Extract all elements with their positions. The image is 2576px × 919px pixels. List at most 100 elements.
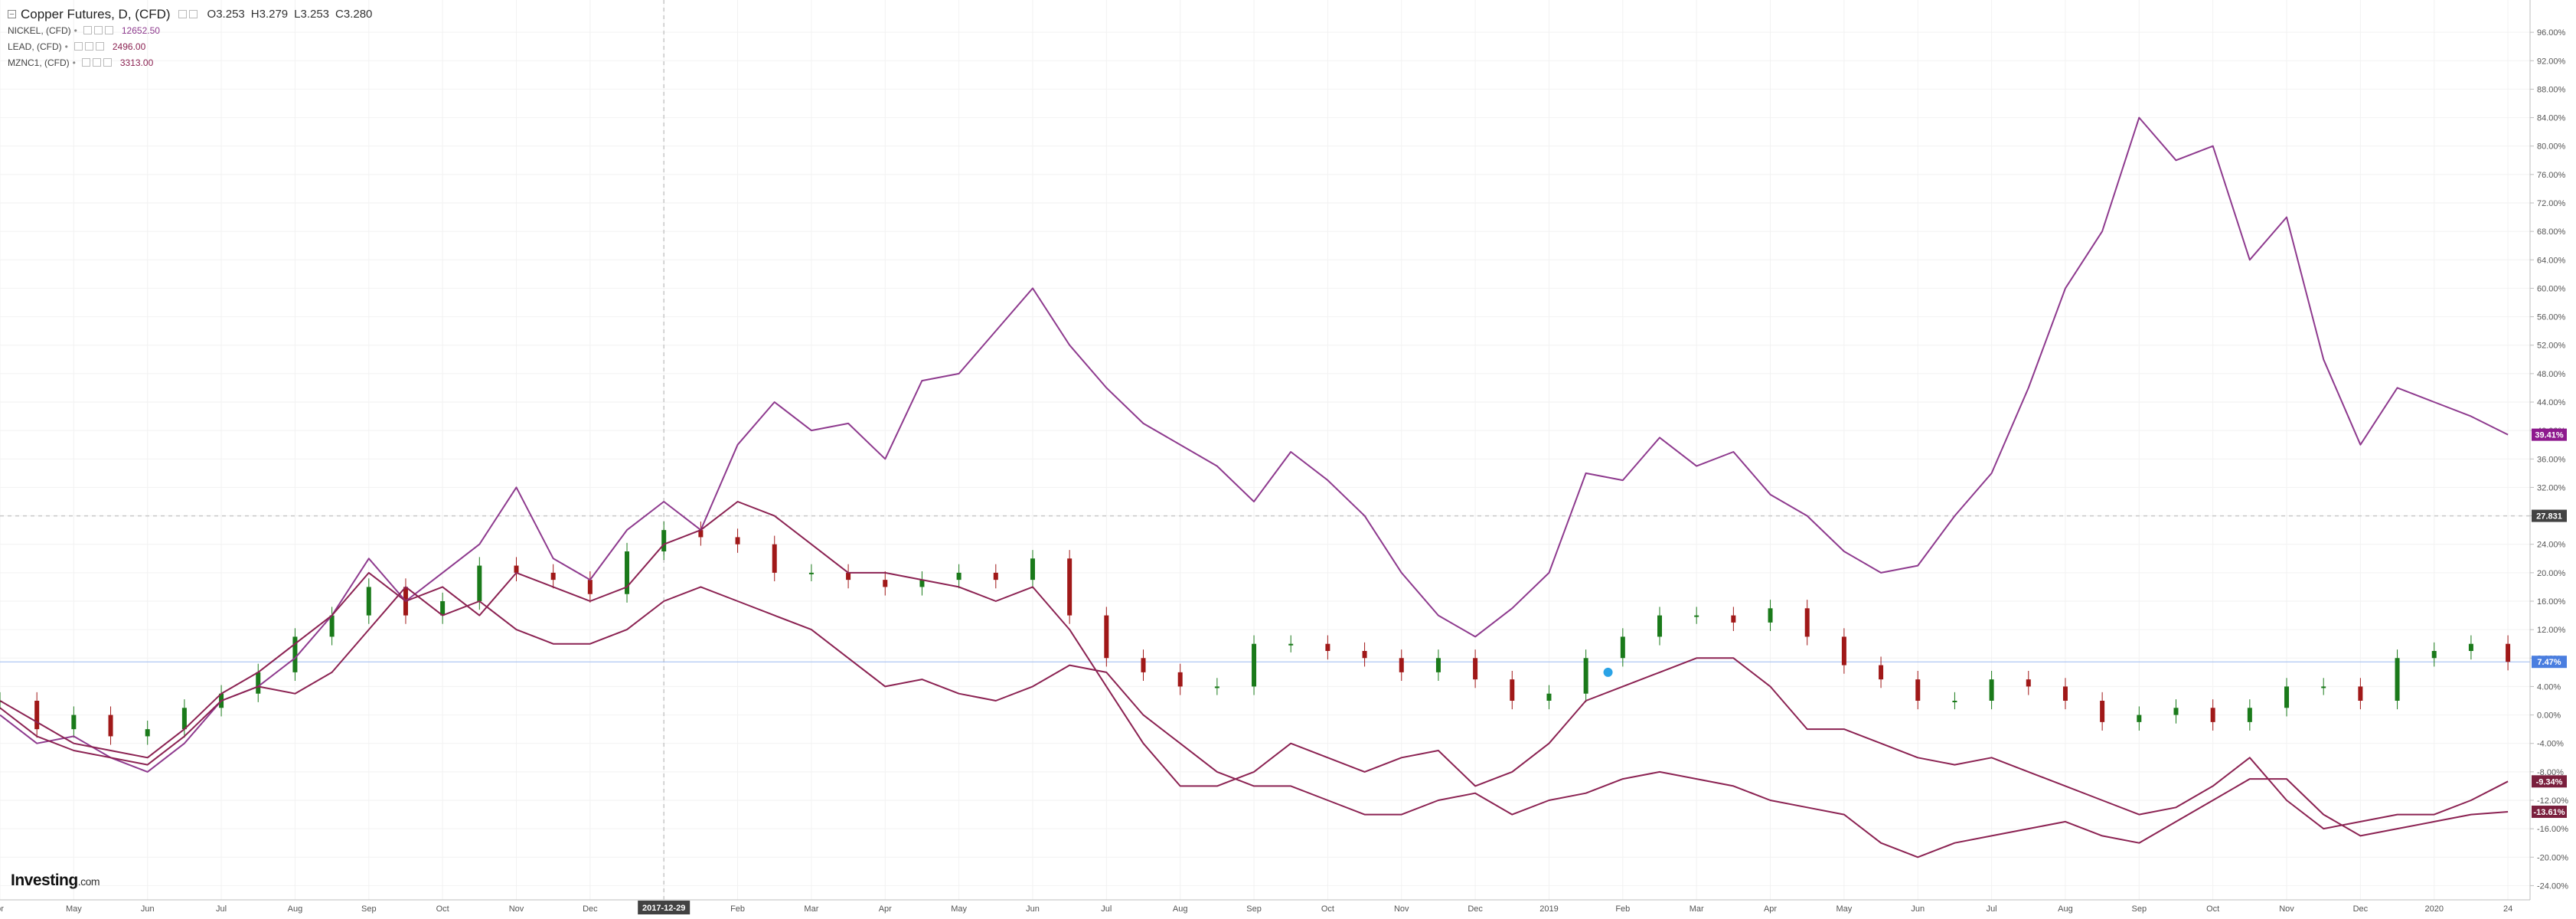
candle-body — [1952, 701, 1957, 702]
candle-body — [1177, 672, 1183, 687]
x-tick-label: Dec — [583, 904, 598, 914]
x-tick-label: Apr — [1764, 904, 1777, 914]
copper-candles — [0, 522, 2511, 745]
candle-body — [550, 572, 556, 581]
comparison-value: 12652.50 — [121, 25, 160, 36]
candle-body — [625, 551, 630, 594]
menu-dot-icon[interactable]: • — [64, 41, 68, 52]
close-value: C3.280 — [335, 8, 373, 21]
y-tick-label: 56.00% — [2537, 313, 2566, 322]
candle-body — [1657, 615, 1663, 637]
price-badge — [2532, 775, 2567, 788]
candle-body — [883, 580, 888, 587]
close-icon[interactable] — [95, 42, 104, 51]
x-tick-label: Nov — [509, 904, 524, 914]
x-tick-label: Mar — [1690, 904, 1704, 914]
y-tick-label: 32.00% — [2537, 483, 2566, 492]
y-tick-label: 72.00% — [2537, 199, 2566, 208]
eye-icon[interactable] — [83, 26, 92, 34]
candle-body — [1879, 665, 1884, 680]
y-tick-label: 84.00% — [2537, 114, 2566, 123]
candle-body — [256, 672, 261, 694]
candle-body — [1768, 608, 1773, 623]
candle-body — [1104, 615, 1109, 659]
candle-body — [956, 572, 962, 581]
x-tick-label: May — [66, 904, 82, 914]
x-tick-label: Feb — [1615, 904, 1630, 914]
candle-body — [2358, 686, 2363, 701]
price-badge — [2532, 428, 2567, 441]
x-tick-label: Nov — [2279, 904, 2294, 914]
candle-body — [1620, 636, 1625, 659]
x-tick-label: 24 — [2503, 904, 2512, 914]
candle-body — [1510, 679, 1515, 701]
collapse-icon[interactable]: – — [8, 10, 16, 18]
crosshair-date-box — [638, 901, 691, 914]
x-tick-label: Apr — [879, 904, 892, 914]
x-axis[interactable]: pr May Jun Jul Aug Sep Oct Nov Dec 2017-12-29 Feb M… — [0, 899, 2530, 914]
candle-body — [2062, 686, 2068, 701]
y-tick-label: 24.00% — [2537, 541, 2566, 550]
ohlc-values: O3.253 H3.279 L3.253 C3.280 — [207, 8, 379, 21]
candle-body — [477, 565, 482, 601]
y-tick-label: 68.00% — [2537, 227, 2566, 237]
candle-body — [808, 572, 814, 574]
event-marker[interactable] — [1601, 666, 1614, 679]
y-tick-label: 92.00% — [2537, 57, 2566, 66]
legend-main-row: – Copper Futures, D, (CFD) O3.253 H3.279 L… — [8, 6, 378, 22]
low-value: L3.253 — [294, 8, 330, 21]
x-tick-label: 2020 — [2424, 904, 2443, 914]
x-tick-label: Jun — [141, 904, 155, 914]
menu-dot-icon[interactable]: • — [72, 57, 76, 68]
x-tick-label: Oct — [436, 904, 449, 914]
candle-body — [2247, 708, 2252, 722]
candle-body — [772, 544, 777, 573]
comparison-name: MZNC1, (CFD) — [8, 57, 70, 68]
y-tick-label: 64.00% — [2537, 256, 2566, 265]
candle-body — [1288, 643, 1294, 646]
x-tick-label: May — [1837, 904, 1853, 914]
menu-dot-icon[interactable]: • — [73, 25, 77, 36]
candle-body — [1362, 651, 1367, 659]
candle-body — [1214, 686, 1219, 688]
legend-comparison-row: LEAD, (CFD) • 2496.00 — [8, 38, 378, 54]
candle-body — [2506, 643, 2511, 662]
candle-body — [993, 572, 998, 581]
y-tick-label: 52.00% — [2537, 342, 2566, 351]
high-value: H3.279 — [250, 8, 289, 21]
candle-body — [919, 580, 925, 587]
settings-icon[interactable] — [92, 58, 101, 67]
y-tick-label: -4.00% — [2537, 740, 2564, 749]
settings-icon[interactable] — [93, 26, 103, 34]
logo-suffix: .com — [77, 875, 100, 888]
settings-icon[interactable] — [178, 10, 187, 18]
eye-icon[interactable] — [81, 58, 90, 67]
legend-comparison-row: NICKEL, (CFD) • 12652.50 — [8, 22, 378, 38]
close-icon[interactable] — [104, 26, 113, 34]
x-tick-label: Dec — [2353, 904, 2369, 914]
close-icon[interactable] — [103, 58, 112, 67]
y-axis[interactable]: 96.00% 92.00% 88.00% 84.00% 80.00% 76.00% 72.0… — [2529, 0, 2568, 900]
settings-icon[interactable] — [84, 42, 93, 51]
candle-body — [2321, 686, 2326, 688]
x-tick-label: Aug — [288, 904, 303, 914]
candle-body — [2284, 686, 2290, 708]
eye-icon[interactable] — [73, 42, 83, 51]
series-line-nickel — [0, 116, 2509, 773]
x-tick-label: Sep — [2132, 904, 2147, 914]
y-tick-label: -20.00% — [2537, 853, 2568, 862]
close-icon[interactable] — [188, 10, 198, 18]
price-badge-label: -9.34% — [2536, 777, 2563, 787]
comparison-name: NICKEL, (CFD) — [8, 25, 71, 36]
price-badge — [2532, 656, 2567, 669]
comparison-value: 3313.00 — [119, 57, 154, 68]
candle-body — [2100, 701, 2105, 722]
chart-series — [0, 116, 2511, 858]
price-badge — [2532, 805, 2567, 818]
x-tick-label: Oct — [2206, 904, 2219, 914]
logo-brand: Investing — [11, 872, 78, 889]
candle-body — [2468, 643, 2473, 651]
y-tick-label: 96.00% — [2537, 28, 2566, 38]
candle-body — [735, 537, 740, 545]
